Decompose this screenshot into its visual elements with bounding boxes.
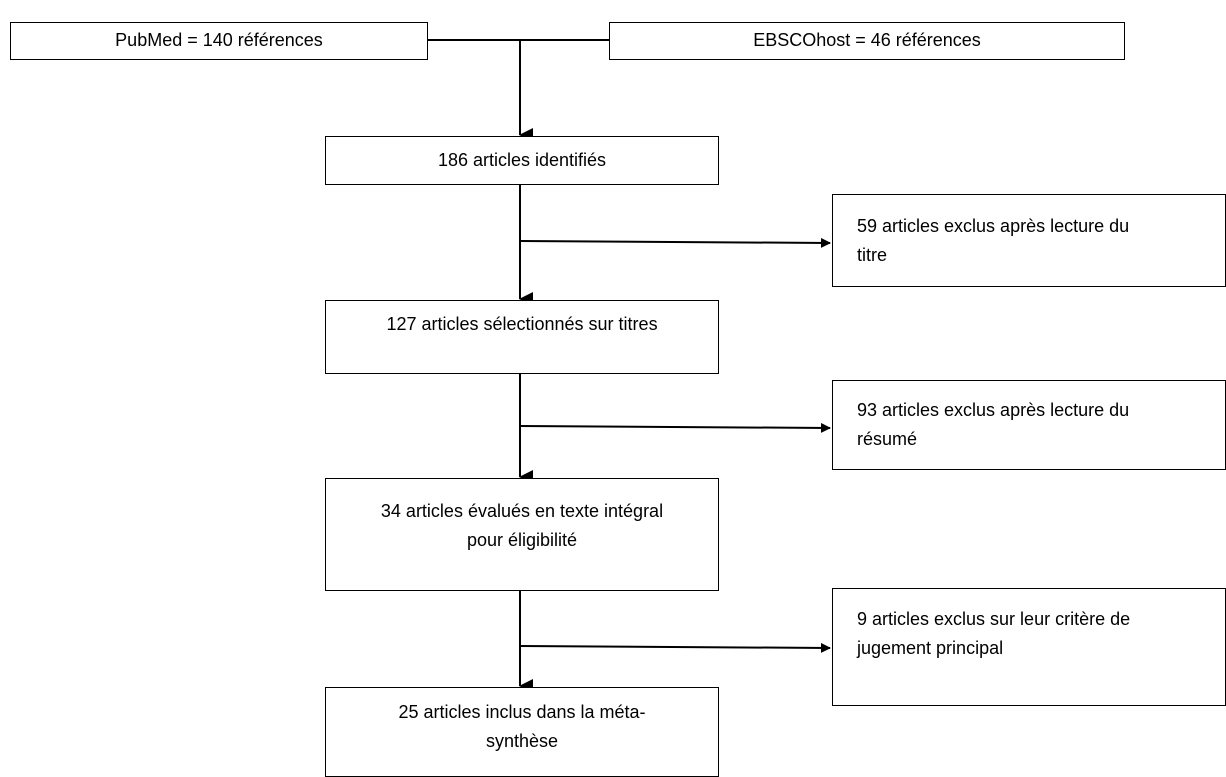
ebsco-label: EBSCOhost = 46 références — [753, 30, 981, 50]
excluded-title-box: 59 articles exclus après lecture du titr… — [832, 194, 1226, 287]
identified-label: 186 articles identifiés — [437, 150, 607, 170]
arrow-excluded-criterion — [519, 642, 831, 653]
excluded-criterion-box: 9 articles exclus sur leur critère de ju… — [832, 588, 1226, 706]
arrow-excluded-abstract — [519, 422, 831, 433]
excluded-criterion-line1: 9 articles exclus sur leur critère de — [857, 609, 1131, 629]
excluded-abstract-line2: résumé — [857, 429, 918, 449]
included-box: 25 articles inclus dans la méta- synthès… — [325, 687, 719, 777]
included-line2: synthèse — [485, 731, 559, 751]
pubmed-label: PubMed = 140 références — [115, 30, 323, 50]
excluded-abstract-box: 93 articles exclus après lecture du résu… — [832, 380, 1226, 470]
arrow-excluded-title — [519, 237, 831, 248]
excluded-title-line1: 59 articles exclus après lecture du — [857, 216, 1130, 236]
excluded-title-line2: titre — [857, 245, 888, 265]
selected-titles-label: 127 articles sélectionnés sur titres — [386, 314, 658, 334]
excluded-abstract-line1: 93 articles exclus après lecture du — [857, 400, 1130, 420]
fulltext-line1: 34 articles évalués en texte intégral — [380, 501, 664, 521]
fulltext-line2: pour éligibilité — [466, 530, 578, 550]
ebsco-box: EBSCOhost = 46 références — [609, 22, 1125, 60]
excluded-criterion-line2: jugement principal — [857, 638, 1004, 658]
included-line1: 25 articles inclus dans la méta- — [398, 702, 646, 722]
identified-box: 186 articles identifiés — [325, 136, 719, 185]
pubmed-box: PubMed = 140 références — [10, 22, 428, 60]
fulltext-box: 34 articles évalués en texte intégral po… — [325, 478, 719, 591]
selected-titles-box: 127 articles sélectionnés sur titres — [325, 300, 719, 374]
